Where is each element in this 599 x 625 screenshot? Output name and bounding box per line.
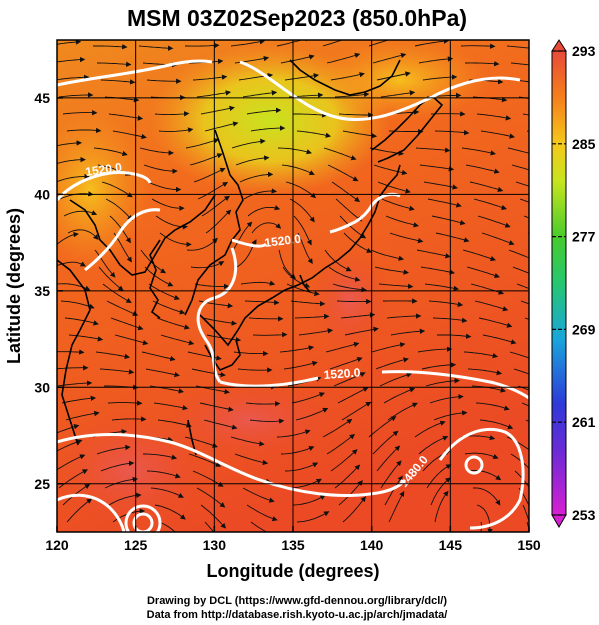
- colorbar-tick-label: 277: [572, 229, 596, 245]
- plot-area: 1520.0 1520.0 1520.0 1480.0: [57, 40, 529, 532]
- colorbar-tick-label: 285: [572, 136, 596, 152]
- x-axis: 120 125 130 135 140 145 150: [45, 526, 541, 553]
- x-tick-label: 120: [45, 537, 69, 553]
- x-tick-label: 135: [281, 537, 305, 553]
- y-axis: 25 30 35 40 45: [34, 90, 63, 492]
- y-tick-label: 25: [34, 476, 50, 492]
- y-tick-label: 30: [34, 379, 50, 395]
- colorbar-max-arrow: [551, 39, 567, 52]
- x-axis-label: Longitude (degrees): [206, 561, 379, 581]
- x-tick-label: 140: [360, 537, 384, 553]
- y-tick-label: 40: [34, 186, 50, 202]
- colorbar-tick-label: 253: [572, 507, 596, 523]
- contour-label-1520-west: 1520.0: [84, 160, 123, 179]
- colorbar-min-arrow: [551, 514, 567, 528]
- lat-lon-grid: [57, 40, 529, 532]
- y-tick-label: 35: [34, 283, 50, 299]
- contour-label-1520-south: 1520.0: [323, 365, 361, 382]
- y-axis-label: Latitude (degrees): [4, 208, 24, 364]
- colorbar-tick-label: 269: [572, 321, 596, 337]
- x-tick-label: 145: [439, 537, 463, 553]
- credit-data: Data from http://database.rish.kyoto-u.a…: [147, 609, 448, 621]
- colorbar-tick-label: 261: [572, 414, 596, 430]
- height-contours: [57, 59, 529, 532]
- colorbar-scale: [551, 50, 567, 516]
- x-tick-label: 130: [203, 537, 227, 553]
- x-tick-label: 150: [517, 537, 541, 553]
- colorbar-tick-label: 293: [572, 43, 596, 59]
- credit-drawing: Drawing by DCL (https://www.gfd-dennou.o…: [147, 595, 447, 607]
- y-tick-label: 45: [34, 90, 50, 106]
- colorbar: 293 285 277 269 261 253: [551, 39, 596, 528]
- chart-title: MSM 03Z02Sep2023 (850.0hPa): [127, 5, 467, 31]
- x-tick-label: 125: [124, 537, 148, 553]
